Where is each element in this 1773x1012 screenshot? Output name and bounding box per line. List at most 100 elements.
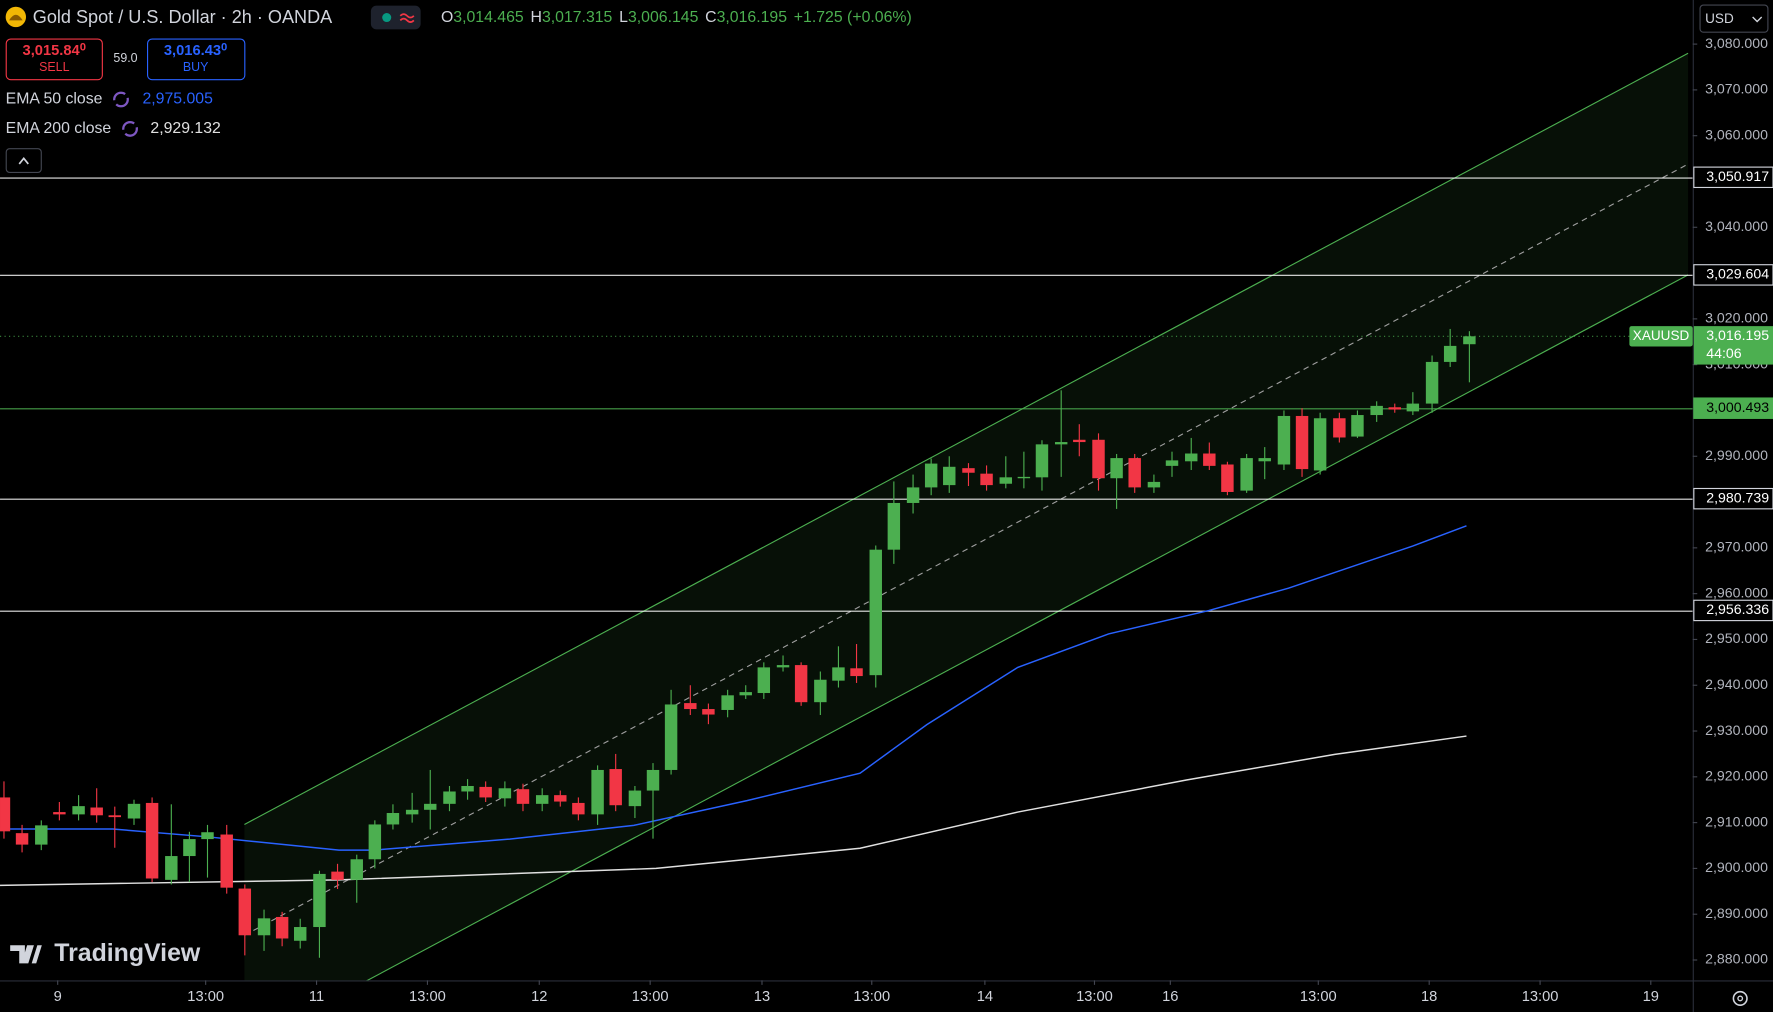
candle-body [201,832,214,840]
x-tick-label: 13:00 [853,989,890,1005]
candle-body [702,709,715,715]
overlay: Gold Spot / U.S. Dollar · 2h · OANDA O3,… [5,4,1773,1007]
candle-body [980,473,993,486]
candle-body [943,466,956,486]
candle-body [814,679,827,703]
y-tick-label: 2,940.000 [1705,676,1768,692]
candle-body [1258,458,1271,462]
buy-label: BUY [183,60,209,74]
x-tick-label: 11 [309,989,324,1005]
currency-button[interactable] [1699,4,1769,33]
ohlc-legend: O3,014.465 H3,017.315 L3,006.145 C3,016.195… [441,9,912,26]
candle-body [108,815,121,818]
channel-lower [366,274,1689,981]
candle-body [15,833,29,845]
candle-body [368,824,382,860]
ohlc-value: 3,017.315 [542,9,613,26]
candle-body [646,769,660,791]
symbol-icon-detail [9,14,23,21]
logo: TradingView [10,939,201,967]
buy-price: 3,016.430 [164,41,227,58]
candle-body [35,825,48,845]
y-tick-label: 2,930.000 [1705,722,1768,738]
candle-body [165,856,178,880]
x-tick-label: 13 [754,989,770,1005]
candle-body [127,803,141,819]
candle-body [90,807,103,816]
candle-body [1165,460,1179,466]
sell-button[interactable] [5,38,103,81]
x-tick-label: 16 [1162,989,1178,1005]
candle-body [1203,453,1216,466]
candle-body [1406,403,1420,412]
x-tick-label: 13:00 [409,989,446,1005]
plot-area [0,52,1693,981]
candle-body [1185,453,1198,462]
x-tick-label: 13:00 [1300,989,1337,1005]
x-tick-label: 19 [1643,989,1659,1005]
candle-body [887,502,901,550]
symbol-label-box [1629,326,1693,347]
candle-body [1388,407,1401,410]
status-pill[interactable] [370,5,421,30]
sell-price: 3,015.840 [23,41,86,58]
candle-body [257,918,271,936]
y-tick-label: 2,920.000 [1705,768,1768,784]
candle-body [516,789,530,804]
ema50-line [0,525,1467,851]
ema200-line [0,735,1467,887]
candle-body [554,795,567,802]
candle-body [591,769,604,815]
collapse-button[interactable] [5,148,42,174]
level-label: 2,980.739 [1706,489,1769,505]
candle-body [386,813,400,825]
candle-body [850,668,863,677]
candle-body [461,785,474,792]
y-tick-label: 2,960.000 [1705,584,1768,600]
candle-body [1333,418,1346,438]
ema200-loading-icon [122,120,138,137]
candle-body [1313,418,1327,471]
buy-price-pipette: 0 [221,41,227,53]
candle-body [1054,442,1068,445]
candle-body [1017,476,1031,479]
candle-body [145,802,159,879]
candle-body [1147,481,1161,488]
x-tick-label: 13:00 [187,989,224,1005]
ohlc-value: 3,014.465 [453,9,524,26]
y-tick-label: 2,990.000 [1705,447,1768,463]
ohlc-key: L [619,9,628,26]
candle-body [1035,444,1049,478]
candle-body [757,667,771,694]
settings-icon-center [1737,995,1744,1002]
x-tick-label: 12 [531,989,547,1005]
ohlc-key: H [531,9,542,26]
x-tick-label: 18 [1421,989,1437,1005]
candle-body [238,888,252,936]
candle-body [609,769,622,806]
candle-body [1463,336,1476,345]
candle-body [498,788,512,799]
settings-icon[interactable] [1732,990,1748,1007]
channel-middle [244,163,1689,936]
candle-body [1295,415,1309,470]
candle-body [313,873,326,928]
candle-body [1351,415,1364,437]
candle-body [776,665,790,668]
ohlc-key: O [441,9,453,26]
candle-body [424,803,437,810]
countdown-label: 44:06 [1706,345,1741,361]
ohlc-change: +1.725 (+0.06%) [794,9,912,26]
candle-body [869,549,882,676]
candle-body [479,786,492,798]
candle-body [275,916,289,939]
buy-button[interactable] [147,38,246,81]
collapse-icon [18,156,29,165]
level-label: 3,050.917 [1706,168,1769,184]
x-tick-label: 13:00 [1522,989,1559,1005]
y-tick-label: 2,970.000 [1705,539,1768,555]
candle-body [664,704,678,770]
